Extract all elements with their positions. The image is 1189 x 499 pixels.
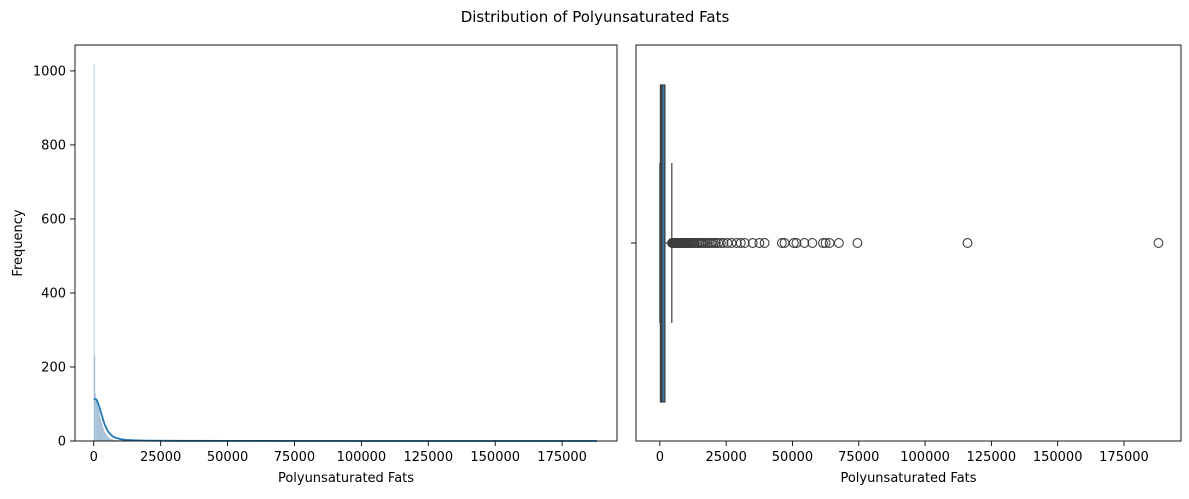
histogram-bars: [93, 64, 597, 442]
boxplot-outlier-40: [715, 238, 726, 248]
boxplot-axes: 0 25000 50000 75000 100000 125000 150000 175000…: [631, 44, 1182, 486]
histogram-axes: 0 25000 50000 75000 100000 125000 150000 175000…: [11, 44, 618, 486]
histogram-x-tick-label: 25000: [140, 450, 181, 465]
histogram-bar-27: [113, 439, 114, 441]
boxplot-outlier-60: [852, 238, 863, 248]
boxplot-outlier-53: [791, 238, 802, 248]
histogram-bar-20: [108, 437, 109, 441]
histogram-y-tick-label: 200: [41, 360, 66, 375]
boxplot-x-tick-label: 25000: [705, 450, 746, 465]
boxplot-x-tick-label: 125000: [967, 450, 1017, 465]
boxplot-outlier-49: [759, 238, 770, 248]
boxplot-outlier-61: [962, 238, 973, 248]
histogram-x-tick-label: 125000: [403, 450, 453, 465]
boxplot-x-tick-label: 50000: [772, 450, 813, 465]
histogram-bar-7: [98, 410, 100, 441]
histogram-bar-3: [95, 399, 97, 441]
histogram-bar-24: [111, 439, 112, 441]
boxplot-outlier-46: [739, 238, 750, 248]
boxplot-x-axis-label: Polyunsaturated Fats: [840, 471, 976, 486]
boxplot-outlier-48: [754, 238, 765, 248]
histogram-y-tick-label: 400: [41, 286, 66, 301]
boxplot-x-tick-label: 75000: [838, 450, 879, 465]
histogram-x-tick-label: 175000: [537, 450, 587, 465]
histogram-bar-22: [109, 438, 111, 441]
histogram-bar-9: [100, 418, 101, 441]
histogram-bar-26: [112, 439, 114, 441]
histogram-y-tick-label: 0: [58, 435, 66, 450]
histogram-y-tick-label: 600: [41, 212, 66, 227]
histogram-bar-23: [110, 438, 112, 441]
boxplot-outlier-47: [747, 238, 758, 248]
histogram-bar-10: [100, 421, 102, 441]
histogram-bar-19: [107, 436, 109, 441]
figure-suptitle: Distribution of Polyunsaturated Fats: [461, 8, 730, 26]
boxplot-outliers: [667, 238, 1164, 248]
histogram-x-tick-label: 100000: [337, 450, 387, 465]
boxplot-outlier-44: [731, 238, 742, 248]
boxplot-box: [659, 84, 666, 403]
boxplot-x-tick-label: 0: [656, 450, 664, 465]
histogram-y-tick-label: 800: [41, 138, 66, 153]
histogram-bar-11: [101, 423, 103, 441]
histogram-bar-21: [108, 438, 110, 441]
histogram-bar-8: [99, 415, 101, 441]
histogram-y-axis-label: Frequency: [11, 209, 26, 276]
histogram-bar-28: [113, 439, 115, 441]
histogram-bar-16: [105, 433, 107, 441]
histogram-y-tick-label: 1000: [33, 64, 66, 79]
boxplot-outlier-62: [1153, 238, 1164, 248]
boxplot-outlier-56: [818, 238, 828, 248]
histogram-bar-25: [111, 439, 113, 441]
boxplot-x-tick-label: 175000: [1099, 450, 1149, 465]
histogram-x-tick-label: 0: [90, 450, 98, 465]
boxplot-x-tick-label: 150000: [1033, 450, 1083, 465]
histogram-bar-18: [106, 435, 108, 441]
boxplot-x-tick-label: 100000: [900, 450, 950, 465]
histogram-bar-13: [103, 428, 104, 441]
histogram-x-axis-label: Polyunsaturated Fats: [278, 471, 414, 486]
boxplot-outlier-45: [735, 238, 746, 248]
boxplot-outlier-38: [710, 238, 721, 248]
boxplot-outlier-57: [820, 238, 831, 248]
boxplot-outlier-54: [799, 238, 810, 248]
histogram-bar-5: [97, 405, 99, 441]
histogram-bar-12: [102, 426, 104, 441]
histogram-bar-6: [98, 407, 99, 441]
histogram-frame: [74, 44, 618, 442]
histogram-bar-30: [115, 439, 117, 441]
histogram-bar-29: [114, 439, 116, 441]
histogram-y-ticks: 0 200 400 600 800 1000: [33, 64, 75, 450]
histogram-x-tick-label: 50000: [207, 450, 248, 465]
boxplot-outlier-59: [833, 238, 844, 248]
histogram-x-ticks: 0 25000 50000 75000 100000 125000 150000 175000: [90, 441, 587, 465]
histogram-bar-15: [104, 432, 106, 441]
histogram-bar-2: [95, 393, 96, 441]
histogram-x-tick-label: 75000: [274, 450, 315, 465]
boxplot-outlier-52: [788, 238, 799, 248]
histogram-x-tick-label: 150000: [470, 450, 520, 465]
boxplot-outlier-41: [718, 238, 729, 248]
histogram-bar-14: [103, 430, 105, 441]
kde-line: [93, 398, 597, 442]
boxplot-outlier-50: [776, 238, 787, 248]
histogram-bar-0: [93, 64, 95, 441]
histogram-bar-4: [96, 402, 98, 441]
boxplot-x-ticks: 0 25000 50000 75000 100000 125000 150000 175000: [656, 441, 1149, 465]
boxplot-outlier-55: [807, 238, 818, 248]
histogram-bar-17: [106, 434, 107, 441]
